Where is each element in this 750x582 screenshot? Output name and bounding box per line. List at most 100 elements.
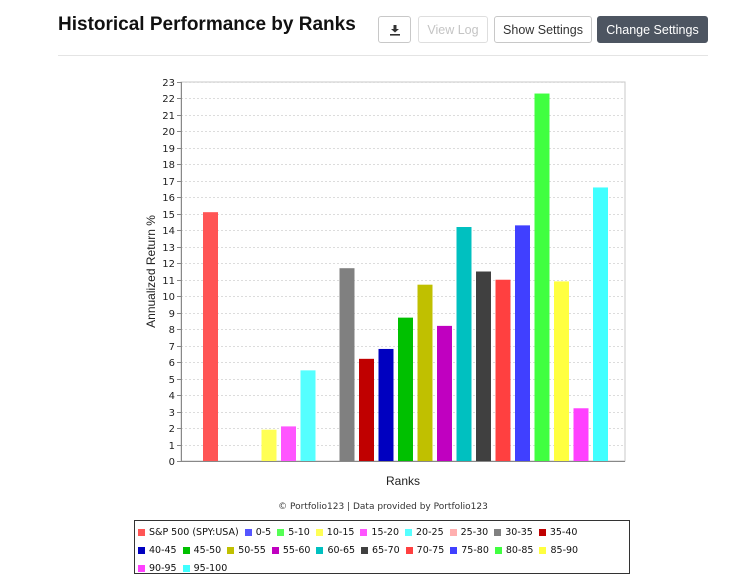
legend-swatch [138, 528, 145, 536]
y-tick-label: 23 [162, 78, 175, 89]
bar-50-55 [417, 284, 433, 461]
legend-swatch [316, 546, 324, 554]
legend-label: 85-90 [550, 544, 579, 556]
bar-35-40 [359, 358, 374, 461]
y-tick-label: 12 [162, 259, 175, 270]
legend-swatch [494, 546, 502, 554]
bar-chart: 01234567891011121314151617181920212223Ra… [144, 78, 626, 512]
y-tick-label: 20 [162, 127, 175, 138]
bar-15-20 [281, 426, 296, 461]
y-tick-label: 19 [162, 144, 175, 155]
legend-label: 30-35 [505, 526, 533, 538]
page-title: Historical Performance by Ranks [58, 14, 356, 35]
legend-label: 0-5 [255, 526, 272, 538]
bar-75-80 [515, 225, 530, 461]
legend-swatch [271, 546, 279, 554]
chart-credit: © Portfolio123 | Data provided by Portfo… [278, 502, 488, 512]
legend-swatch [182, 546, 190, 554]
legend-label: 65-70 [372, 544, 400, 556]
legend-item: 70-75 [405, 544, 445, 557]
legend-label: 35-40 [549, 526, 578, 538]
header-divider [58, 55, 708, 56]
legend-row: S&P 500 (SPY:USA) 0-5 5-10 10-15 15-20 20-25 2… [138, 523, 626, 541]
y-tick-label: 14 [162, 226, 175, 237]
view-log-button[interactable]: View Log [418, 16, 488, 43]
legend-item: 5-10 [277, 526, 310, 539]
legend-item: 40-45 [138, 544, 177, 557]
download-icon [389, 24, 400, 36]
legend-label: 15-20 [371, 526, 400, 538]
legend-item: 65-70 [361, 544, 400, 557]
legend-swatch [244, 528, 252, 536]
change-settings-button[interactable]: Change Settings [597, 16, 708, 43]
legend-item: 55-60 [271, 544, 311, 557]
bar-s-p-500-spy-usa [203, 212, 218, 461]
legend-item: 0-5 [244, 526, 272, 539]
legend-item: 25-30 [449, 526, 488, 539]
y-tick-label: 10 [162, 292, 175, 303]
y-tick-label: 21 [162, 111, 175, 122]
y-tick-label: 15 [162, 210, 175, 221]
legend-label: 75-80 [461, 544, 489, 556]
y-tick-label: 5 [169, 375, 175, 386]
y-tick-label: 1 [169, 441, 175, 452]
bar-60-65 [456, 227, 472, 461]
y-tick-label: 4 [169, 391, 175, 402]
legend-swatch [361, 546, 369, 554]
y-tick-label: 22 [162, 94, 175, 105]
legend-item: 50-55 [227, 544, 266, 557]
legend-swatch [494, 528, 502, 536]
legend-item: 15-20 [360, 526, 399, 539]
legend-label: 90-95 [149, 562, 177, 574]
legend-swatch [277, 528, 285, 536]
legend-item: 60-65 [316, 544, 355, 557]
legend-item: 85-90 [539, 544, 578, 557]
chart-legend: S&P 500 (SPY:USA) 0-5 5-10 10-15 15-20 20-25 2… [134, 520, 630, 574]
legend-swatch [405, 528, 413, 536]
legend-label: 95-100 [193, 562, 228, 574]
legend-item: 30-35 [494, 526, 533, 539]
legend-label: 20-25 [416, 526, 444, 538]
legend-item: 10-15 [315, 526, 354, 539]
legend-label: 55-60 [282, 544, 311, 556]
download-button[interactable] [378, 16, 411, 43]
legend-row: 40-45 45-50 50-55 55-60 60-65 65-70 70-75 75-80… [138, 541, 626, 559]
y-tick-label: 2 [169, 424, 175, 435]
legend-swatch [538, 528, 546, 536]
legend-label: 50-55 [238, 544, 266, 556]
legend-swatch [315, 528, 323, 536]
bar-65-70 [476, 271, 491, 461]
y-tick-label: 18 [162, 160, 175, 171]
bar-45-50 [398, 317, 413, 461]
legend-row: 90-95 95-100 [138, 559, 626, 577]
bar-90-95 [573, 408, 589, 461]
y-tick-label: 3 [169, 408, 175, 419]
bar-80-85 [534, 93, 550, 461]
legend-label: 45-50 [193, 544, 222, 556]
legend-swatch [449, 528, 457, 536]
legend-label: 60-65 [327, 544, 356, 556]
legend-item: 90-95 [138, 562, 177, 575]
legend-label: 70-75 [416, 544, 445, 556]
legend-swatch [138, 564, 145, 572]
bar-85-90 [554, 281, 569, 461]
bar-30-35 [339, 268, 355, 461]
legend-swatch [227, 546, 235, 554]
bar-10-15 [261, 429, 277, 461]
legend-item: 75-80 [450, 544, 489, 557]
y-axis-label: Annualized Return % [144, 215, 158, 328]
x-axis-label: Ranks [386, 474, 420, 488]
legend-swatch [182, 564, 190, 572]
legend-item: 20-25 [405, 526, 444, 539]
legend-swatch [138, 546, 145, 554]
y-tick-label: 0 [169, 457, 175, 468]
y-tick-label: 7 [169, 342, 175, 353]
y-tick-label: 8 [169, 325, 175, 336]
legend-swatch [360, 528, 368, 536]
show-settings-button[interactable]: Show Settings [494, 16, 592, 43]
y-tick-label: 9 [169, 309, 175, 320]
bar-55-60 [437, 325, 452, 461]
y-tick-label: 17 [162, 177, 175, 188]
legend-label: 80-85 [505, 544, 534, 556]
legend-item: 45-50 [182, 544, 222, 557]
